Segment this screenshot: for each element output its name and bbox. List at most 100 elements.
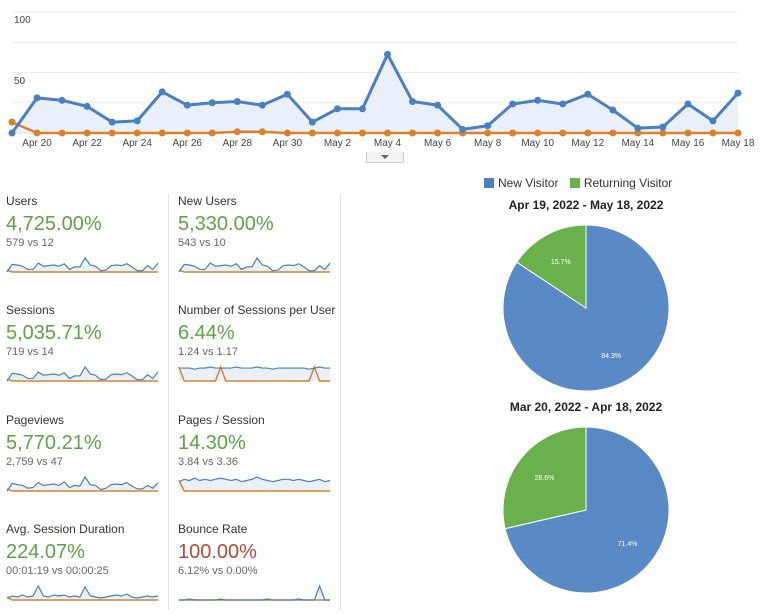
data-point[interactable] <box>283 90 291 98</box>
data-point[interactable] <box>183 129 191 137</box>
sparkline-fill <box>7 477 158 491</box>
data-point[interactable] <box>158 88 166 96</box>
data-point[interactable] <box>208 129 216 137</box>
data-point[interactable] <box>634 124 642 132</box>
x-tick-label: May 4 <box>374 138 402 149</box>
data-point[interactable] <box>459 125 467 133</box>
data-point[interactable] <box>709 129 717 137</box>
data-point[interactable] <box>734 129 742 137</box>
data-point[interactable] <box>434 129 442 137</box>
data-point[interactable] <box>208 99 216 107</box>
data-point[interactable] <box>659 129 667 137</box>
data-point[interactable] <box>258 128 266 136</box>
data-point[interactable] <box>534 96 542 104</box>
data-point[interactable] <box>283 129 291 137</box>
series-line-new-visitor <box>10 52 740 134</box>
data-point[interactable] <box>183 101 191 109</box>
data-point[interactable] <box>409 129 417 137</box>
data-point[interactable] <box>83 102 91 110</box>
data-point[interactable] <box>584 90 592 98</box>
metric-change: 6.44% <box>178 322 235 344</box>
data-point[interactable] <box>133 117 141 125</box>
metric-sparkline <box>6 256 159 273</box>
data-point[interactable] <box>158 129 166 137</box>
data-point[interactable] <box>609 129 617 137</box>
data-point[interactable] <box>233 128 241 136</box>
data-point[interactable] <box>559 100 567 108</box>
data-point[interactable] <box>233 98 241 106</box>
metric-comparison: 1.24 vs 1.17 <box>178 346 238 358</box>
metric-pageviews[interactable]: Pageviews 5,770.21% 2,759 vs 47 <box>6 413 164 505</box>
sparkline-current <box>179 584 330 601</box>
data-point[interactable] <box>734 89 742 97</box>
metric-change: 5,330.00% <box>178 213 274 235</box>
pie-chart-current: 84.3% 15.7% <box>502 224 670 392</box>
data-point[interactable] <box>709 117 717 125</box>
pie-chart-previous: 71.4% 28.6% <box>502 426 670 594</box>
data-point[interactable] <box>684 100 692 108</box>
metric-comparison: 719 vs 14 <box>6 346 54 358</box>
data-point[interactable] <box>108 129 116 137</box>
collapse-chart-handle[interactable] <box>366 152 404 163</box>
data-point[interactable] <box>333 129 341 137</box>
pie-slice-returning-visitor[interactable] <box>516 224 587 309</box>
data-point[interactable] <box>384 129 392 137</box>
data-point[interactable] <box>509 100 517 108</box>
metric-change: 5,770.21% <box>6 432 102 454</box>
data-point[interactable] <box>509 129 517 137</box>
data-point[interactable] <box>83 129 91 137</box>
data-point[interactable] <box>584 129 592 137</box>
data-point[interactable] <box>534 129 542 137</box>
metric-bounce-rate[interactable]: Bounce Rate 100.00% 6.12% vs 0.00% <box>178 522 336 614</box>
data-point[interactable] <box>133 129 141 137</box>
metric-sparkline <box>6 365 159 382</box>
data-point[interactable] <box>634 129 642 137</box>
data-point[interactable] <box>559 129 567 137</box>
data-point[interactable] <box>434 101 442 109</box>
metric-avg-session-duration[interactable]: Avg. Session Duration 224.07% 00:01:19 v… <box>6 522 164 614</box>
data-point[interactable] <box>684 129 692 137</box>
metric-sparkline <box>6 475 159 492</box>
metric-comparison: 3.84 vs 3.36 <box>178 456 238 468</box>
data-point[interactable] <box>33 129 41 137</box>
sparkline-current <box>6 256 159 273</box>
metric-name: Pages / Session <box>178 413 265 427</box>
data-point[interactable] <box>108 118 116 126</box>
data-point[interactable] <box>659 123 667 131</box>
metric-new-users[interactable]: New Users 5,330.00% 543 vs 10 <box>178 194 336 286</box>
metric-sessions[interactable]: Sessions 5,035.71% 719 vs 14 <box>6 303 164 395</box>
metric-users[interactable]: Users 4,725.00% 579 vs 12 <box>6 194 164 286</box>
data-point[interactable] <box>358 105 366 113</box>
metric-sparkline <box>178 256 331 273</box>
pie-slice-new-visitor[interactable] <box>504 426 670 594</box>
data-point[interactable] <box>308 129 316 137</box>
data-point[interactable] <box>308 118 316 126</box>
data-point[interactable] <box>384 50 392 58</box>
data-point[interactable] <box>58 129 66 137</box>
data-point[interactable] <box>358 129 366 137</box>
legend-item-new-visitor[interactable]: New Visitor <box>484 176 558 190</box>
pie-slice-returning-visitor[interactable] <box>502 426 587 530</box>
data-point[interactable] <box>258 101 266 109</box>
data-point[interactable] <box>333 105 341 113</box>
slice-label: 15.7% <box>551 259 571 266</box>
metric-sessions-per-user[interactable]: Number of Sessions per User 6.44% 1.24 v… <box>178 303 336 395</box>
x-tick-label: Apr 22 <box>72 138 102 149</box>
metric-comparison: 543 vs 10 <box>178 237 226 249</box>
sparkline-previous <box>6 596 158 601</box>
data-point[interactable] <box>484 129 492 137</box>
data-point[interactable] <box>609 106 617 114</box>
data-point[interactable] <box>409 98 417 106</box>
data-point[interactable] <box>33 94 41 102</box>
data-point[interactable] <box>484 122 492 130</box>
legend-swatch <box>569 178 580 188</box>
legend-item-returning-visitor[interactable]: Returning Visitor <box>569 176 672 190</box>
data-point[interactable] <box>8 118 16 126</box>
sparkline-fill <box>179 477 330 491</box>
data-point[interactable] <box>8 129 16 137</box>
metric-pages-per-session[interactable]: Pages / Session 14.30% 3.84 vs 3.36 <box>178 413 336 505</box>
slice-label: 71.4% <box>618 541 638 548</box>
sparkline-fill <box>7 258 158 272</box>
sparkline-previous <box>178 269 330 273</box>
data-point[interactable] <box>58 96 66 104</box>
